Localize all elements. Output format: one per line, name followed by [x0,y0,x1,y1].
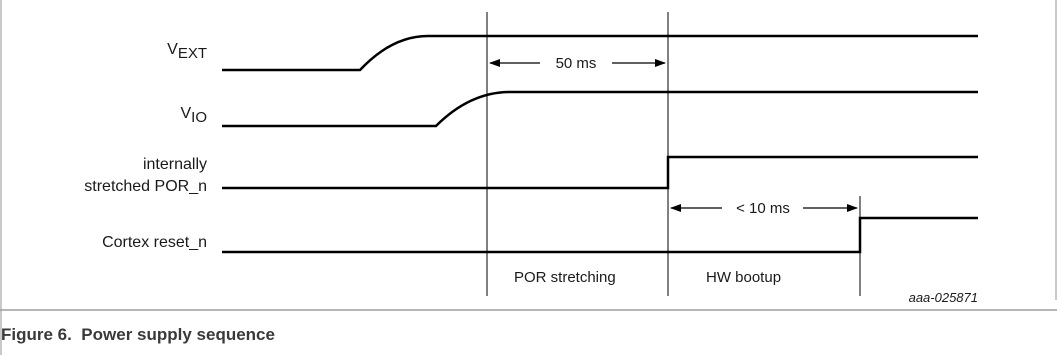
arrowhead-50ms-left [489,59,500,67]
phase-label-hw-bootup: HW bootup [706,269,781,286]
waveform-vext [222,34,978,72]
signal-label-vio: VIO [180,105,207,126]
arrowhead-50ms-right [655,59,666,67]
arrowhead-10ms-right [847,204,858,212]
signal-label-vext: VEXT [167,41,207,62]
figure-id: aaa-025871 [909,290,978,305]
signal-label-por-line2: stretched POR_n [84,178,207,195]
annotation-10ms: < 10 ms [736,200,790,217]
waveform-por [222,155,978,190]
waveform-vio [222,90,978,128]
phase-label-por-stretching: POR stretching [514,269,616,286]
annotation-50ms: 50 ms [556,55,597,72]
figure-caption: Figure 6. Power supply sequence [1,325,275,344]
signal-label-cortex-reset: Cortex reset_n [102,234,207,251]
arrowhead-10ms-left [670,204,681,212]
signal-label-por-line1: internally [143,156,207,173]
waveform-cortex-reset [222,216,978,254]
